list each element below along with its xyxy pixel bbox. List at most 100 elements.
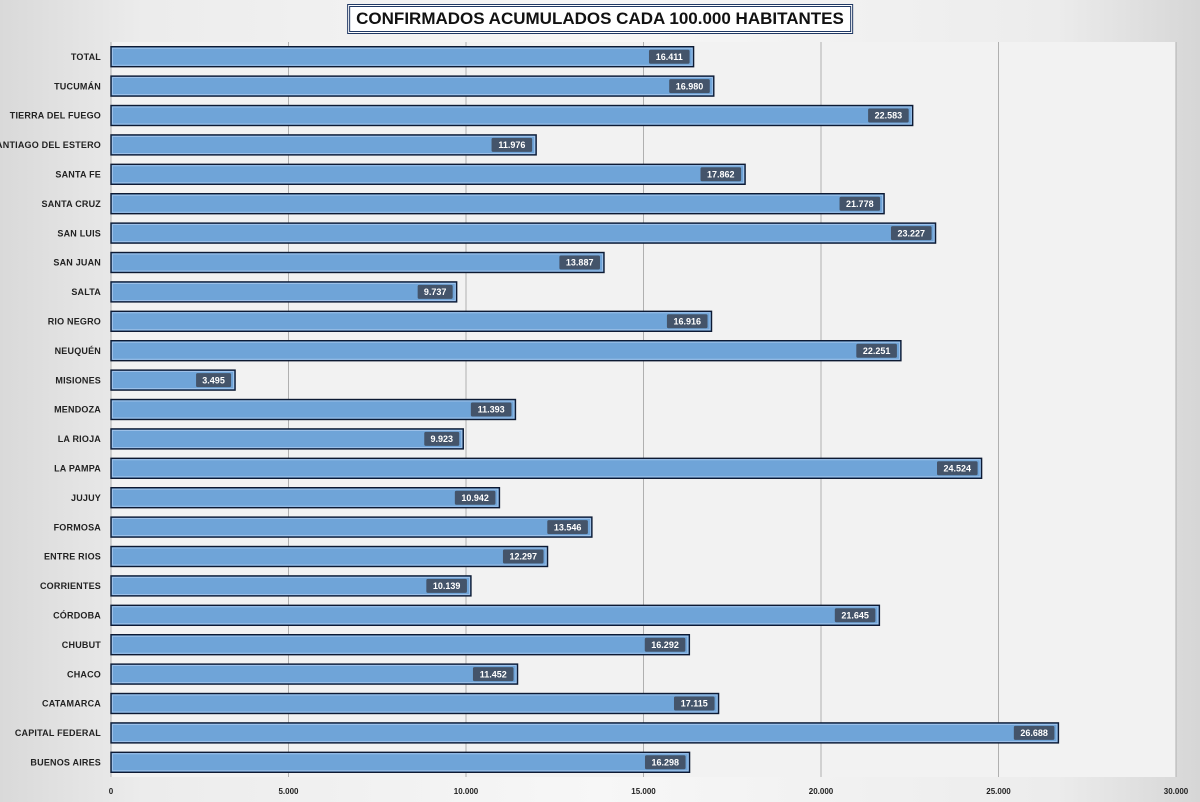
category-label: NEUQUÉN <box>55 346 101 356</box>
data-label-box <box>502 549 544 564</box>
data-label-box <box>673 696 715 711</box>
data-labels: 16.411 16.980 22.583 11.976 17.862 21.778 23.2… <box>196 49 1055 770</box>
bar <box>110 75 715 97</box>
x-tick-label-5: 25.000 <box>986 787 1011 796</box>
bar-highlight <box>112 430 463 448</box>
bar-highlight <box>112 606 879 625</box>
data-label: 10.942 <box>461 493 489 503</box>
bar-highlight <box>112 635 689 654</box>
category-label: CATAMARCA <box>42 699 101 709</box>
x-tick-label-0: 0 <box>109 787 114 796</box>
category-label: CHUBUT <box>62 640 101 650</box>
x-tick-label-3: 15.000 <box>631 787 656 796</box>
data-label-box <box>417 284 453 299</box>
data-label-box <box>644 637 686 652</box>
data-label-box <box>834 608 876 623</box>
bar <box>110 163 746 185</box>
data-label: 13.887 <box>566 258 594 268</box>
data-label: 9.737 <box>424 287 447 297</box>
data-label-box <box>472 667 514 682</box>
bar <box>110 104 914 127</box>
bar-highlight <box>112 194 884 213</box>
category-label: ENTRE RIOS <box>44 552 101 562</box>
bar <box>110 634 691 656</box>
category-label: TOTAL <box>71 52 101 62</box>
bar-highlight <box>112 253 603 272</box>
bar-highlight <box>112 136 536 154</box>
bar <box>110 575 472 597</box>
bar <box>110 487 501 509</box>
category-label: TIERRA DEL FUEGO <box>10 111 101 121</box>
category-label: SANTA FE <box>55 170 101 180</box>
chart-title: CONFIRMADOS ACUMULADOS CADA 100.000 HABI… <box>349 6 851 32</box>
x-tick-label-4: 20.000 <box>809 787 834 796</box>
bar <box>110 516 593 538</box>
category-label: MENDOZA <box>54 405 101 415</box>
data-label-box <box>700 167 742 182</box>
category-label: LA RIOJA <box>58 434 102 444</box>
data-label-box <box>559 255 600 270</box>
data-label-box <box>454 490 496 505</box>
bar <box>110 134 537 156</box>
bar <box>110 222 937 244</box>
category-label: SAN LUIS <box>57 228 101 238</box>
category-label: CHACO <box>67 669 101 679</box>
bar <box>110 545 549 568</box>
x-tick-label-2: 10.000 <box>454 787 479 796</box>
bar-highlight <box>112 47 693 66</box>
bar <box>110 251 605 274</box>
bar-highlight <box>112 753 689 772</box>
bars <box>110 46 1060 773</box>
data-label-box <box>868 108 909 123</box>
data-label: 9.923 <box>431 434 454 444</box>
data-label-box <box>890 226 932 241</box>
data-label: 22.251 <box>863 346 891 356</box>
bar <box>110 457 983 479</box>
category-label: CORRIENTES <box>40 581 101 591</box>
category-label: JUJUY <box>71 493 101 503</box>
bar <box>110 604 881 626</box>
category-labels: TOTAL TUCUMÁN TIERRA DEL FUEGO SANTIAGO DEL… <box>0 52 101 768</box>
category-label: LA PAMPA <box>54 464 101 474</box>
category-label: FORMOSA <box>54 522 102 532</box>
bar-highlight <box>112 518 591 536</box>
data-label: 16.298 <box>652 758 680 768</box>
bar <box>110 281 458 303</box>
category-label: SALTA <box>71 287 101 297</box>
category-label: SANTIAGO DEL ESTERO <box>0 140 101 150</box>
bar-highlight <box>112 724 1058 742</box>
data-label: 13.546 <box>554 522 582 532</box>
data-label-box <box>547 520 588 535</box>
category-label: SANTA CRUZ <box>42 199 102 209</box>
data-label: 17.115 <box>681 699 708 709</box>
x-tick-label-6: 30.000 <box>1164 787 1189 796</box>
data-label: 16.916 <box>673 317 701 327</box>
bar <box>110 722 1060 744</box>
data-label: 26.688 <box>1020 728 1048 738</box>
bar <box>110 340 902 362</box>
bar-highlight <box>112 459 981 478</box>
bar-highlight <box>112 77 713 95</box>
bar-highlight <box>112 665 517 683</box>
bar-highlight <box>112 547 547 566</box>
bar-highlight <box>112 371 234 389</box>
data-label: 21.778 <box>846 199 874 209</box>
data-label: 24.524 <box>944 464 972 474</box>
bar-highlight <box>112 400 515 419</box>
data-label-box <box>856 343 897 358</box>
bar <box>110 663 519 685</box>
data-label: 11.393 <box>478 405 505 415</box>
data-label-box <box>1013 725 1055 740</box>
data-label: 22.583 <box>875 111 903 121</box>
category-label: TUCUMÁN <box>54 81 101 91</box>
data-label-box <box>196 373 232 388</box>
data-label: 16.411 <box>656 52 683 62</box>
data-label-box <box>644 755 686 770</box>
bar <box>110 193 885 215</box>
bar <box>110 46 695 68</box>
data-label-box <box>669 79 710 94</box>
data-label-box <box>470 402 512 417</box>
data-label: 16.292 <box>651 640 679 650</box>
bar-highlight <box>112 488 499 507</box>
